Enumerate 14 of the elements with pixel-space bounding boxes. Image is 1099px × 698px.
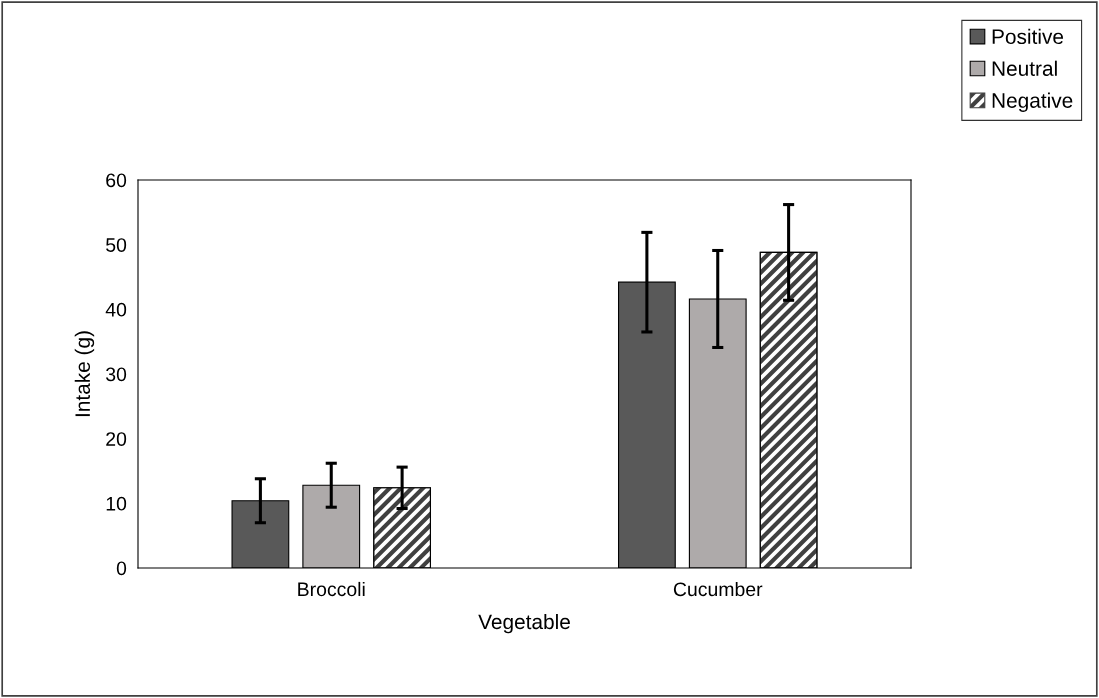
x-tick-label: Cucumber bbox=[673, 581, 763, 597]
legend-label: Neutral bbox=[992, 60, 1057, 76]
y-tick-label: 40 bbox=[105, 302, 127, 317]
y-tick-label: 0 bbox=[116, 561, 127, 576]
y-tick-label: 60 bbox=[106, 173, 127, 188]
y-axis-title: Intake (g) bbox=[74, 331, 95, 417]
y-tick-label: 50 bbox=[106, 238, 127, 252]
x-axis-title: Vegetable bbox=[478, 613, 570, 634]
y-tick-label: 10 bbox=[106, 496, 127, 511]
y-tick-label: 20 bbox=[106, 432, 127, 446]
legend-label: Negative bbox=[992, 92, 1073, 113]
y-tick-label: 30 bbox=[106, 367, 127, 382]
legend-label: Positive bbox=[992, 28, 1064, 45]
x-tick-label: Broccoli bbox=[298, 581, 365, 597]
